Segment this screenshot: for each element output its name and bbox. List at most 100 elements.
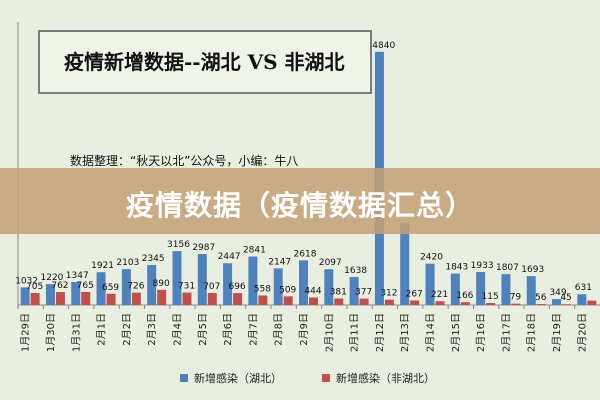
data-label-hubei: 1807 <box>496 263 519 273</box>
bar-hubei <box>45 284 55 305</box>
bar-hubei <box>71 282 81 305</box>
data-label-non-hubei: 312 <box>380 289 397 299</box>
data-label-hubei: 2103 <box>116 258 139 268</box>
data-label-hubei: 2618 <box>294 249 317 259</box>
bar-non-hubei <box>334 298 344 305</box>
data-label-hubei: 2987 <box>192 243 215 253</box>
bar-hubei <box>147 264 157 305</box>
bar-non-hubei <box>359 298 369 305</box>
data-label-non-hubei: 659 <box>102 283 119 293</box>
bar-non-hubei <box>435 301 445 305</box>
bar-hubei <box>273 268 283 305</box>
data-label-non-hubei: 705 <box>26 282 43 292</box>
legend-item-non-hubei: 新增感染（非湖北） <box>322 370 435 386</box>
data-label-hubei: 2420 <box>420 253 443 263</box>
data-label-non-hubei: 696 <box>228 282 245 292</box>
x-tick-label: 2月19日 <box>551 313 563 352</box>
chart-title-box: 疫情新增数据--湖北 VS 非湖北 <box>38 30 372 94</box>
data-label-non-hubei: 762 <box>51 281 68 291</box>
chart-legend: 新增感染（湖北） 新增感染（非湖北） <box>180 370 435 386</box>
bar-hubei <box>501 274 511 305</box>
data-label-non-hubei: 115 <box>482 292 499 302</box>
data-label-hubei: 1347 <box>66 271 89 281</box>
bar-hubei <box>425 263 435 305</box>
bar-hubei <box>400 222 410 305</box>
bar-hubei <box>20 287 30 305</box>
data-label-hubei: 14840 <box>367 41 396 51</box>
bar-non-hubei <box>207 292 217 305</box>
data-label-hubei: 3156 <box>167 240 190 250</box>
data-label-hubei: 1693 <box>521 265 544 275</box>
x-tick-label: 2月14日 <box>425 313 437 352</box>
legend-label-non-hubei: 新增感染（非湖北） <box>336 372 435 385</box>
bar-non-hubei <box>106 293 116 305</box>
x-tick-label: 2月11日 <box>349 313 361 352</box>
data-label-non-hubei: 726 <box>127 282 144 292</box>
bar-non-hubei <box>131 292 141 305</box>
data-label-non-hubei: 377 <box>355 288 372 298</box>
data-label-non-hubei: 221 <box>431 290 448 300</box>
bar-non-hubei <box>410 300 420 305</box>
data-label-non-hubei: 707 <box>203 282 220 292</box>
bar-non-hubei <box>460 302 470 305</box>
x-tick-label: 2月4日 <box>171 313 183 346</box>
bar-hubei <box>223 263 233 305</box>
bar-hubei <box>96 272 106 305</box>
data-label-hubei: 1220 <box>41 273 64 283</box>
data-label-non-hubei: 166 <box>456 291 473 301</box>
bar-hubei <box>552 299 562 305</box>
data-label-hubei: 2447 <box>218 252 241 262</box>
data-label-non-hubei: 509 <box>279 285 296 295</box>
x-tick-label: 2月10日 <box>323 313 335 352</box>
legend-label-hubei: 新增感染（湖北） <box>194 372 282 385</box>
data-label-non-hubei: 444 <box>304 286 321 296</box>
x-tick-label: 2月5日 <box>197 313 209 346</box>
legend-swatch-non-hubei <box>322 374 330 382</box>
data-label-hubei: 2345 <box>142 254 165 264</box>
data-label-non-hubei: 731 <box>178 282 195 292</box>
data-label-hubei: 1032 <box>15 276 38 286</box>
bar-non-hubei <box>587 300 597 305</box>
bar-non-hubei <box>562 304 572 305</box>
chart-title: 疫情新增数据--湖北 VS 非湖北 <box>64 50 345 74</box>
bar-hubei <box>349 277 359 305</box>
page-banner: 疫情数据（疫情数据汇总） <box>0 168 600 234</box>
bar-hubei <box>248 256 258 305</box>
data-label-non-hubei: 381 <box>330 287 347 297</box>
x-tick-label: 2月8日 <box>273 313 285 346</box>
bar-non-hubei <box>233 293 243 305</box>
bar-non-hubei <box>511 303 521 305</box>
bar-non-hubei <box>486 303 496 305</box>
data-label-non-hubei: 890 <box>153 279 170 289</box>
x-tick-label: 2月18日 <box>526 313 538 352</box>
data-label-hubei: 631 <box>575 283 592 293</box>
bar-hubei <box>299 260 308 305</box>
bar-hubei <box>526 276 536 305</box>
x-tick-label: 2月3日 <box>146 313 158 346</box>
data-label-hubei: 1843 <box>445 263 468 273</box>
data-label-hubei: 2097 <box>319 258 342 268</box>
bar-hubei <box>324 269 334 305</box>
x-tick-label: 2月1日 <box>96 313 108 346</box>
x-tick-label: 2月17日 <box>500 313 512 352</box>
x-tick-label: 2月20日 <box>576 313 588 352</box>
bar-hubei <box>450 273 460 305</box>
data-label-non-hubei: 765 <box>77 281 94 291</box>
x-tick-label: 2月7日 <box>247 313 259 346</box>
data-label-hubei: 349 <box>549 288 566 298</box>
x-tick-label: 2月12日 <box>374 313 386 352</box>
x-tick-label: 2月6日 <box>222 313 234 346</box>
bar-non-hubei <box>536 304 546 305</box>
source-note: 数据整理：“秋天以北”公众号，小编：牛八 <box>70 154 299 168</box>
bar-non-hubei <box>182 292 192 305</box>
bar-hubei <box>476 272 486 305</box>
bar-hubei <box>121 269 131 305</box>
bar-non-hubei <box>157 289 167 305</box>
bar-hubei <box>197 254 207 305</box>
data-label-non-hubei: 558 <box>254 284 271 294</box>
bar-non-hubei <box>258 295 268 305</box>
data-label-hubei: 1933 <box>471 261 494 271</box>
data-label-hubei: 2147 <box>268 257 291 267</box>
legend-swatch-hubei <box>180 374 188 382</box>
